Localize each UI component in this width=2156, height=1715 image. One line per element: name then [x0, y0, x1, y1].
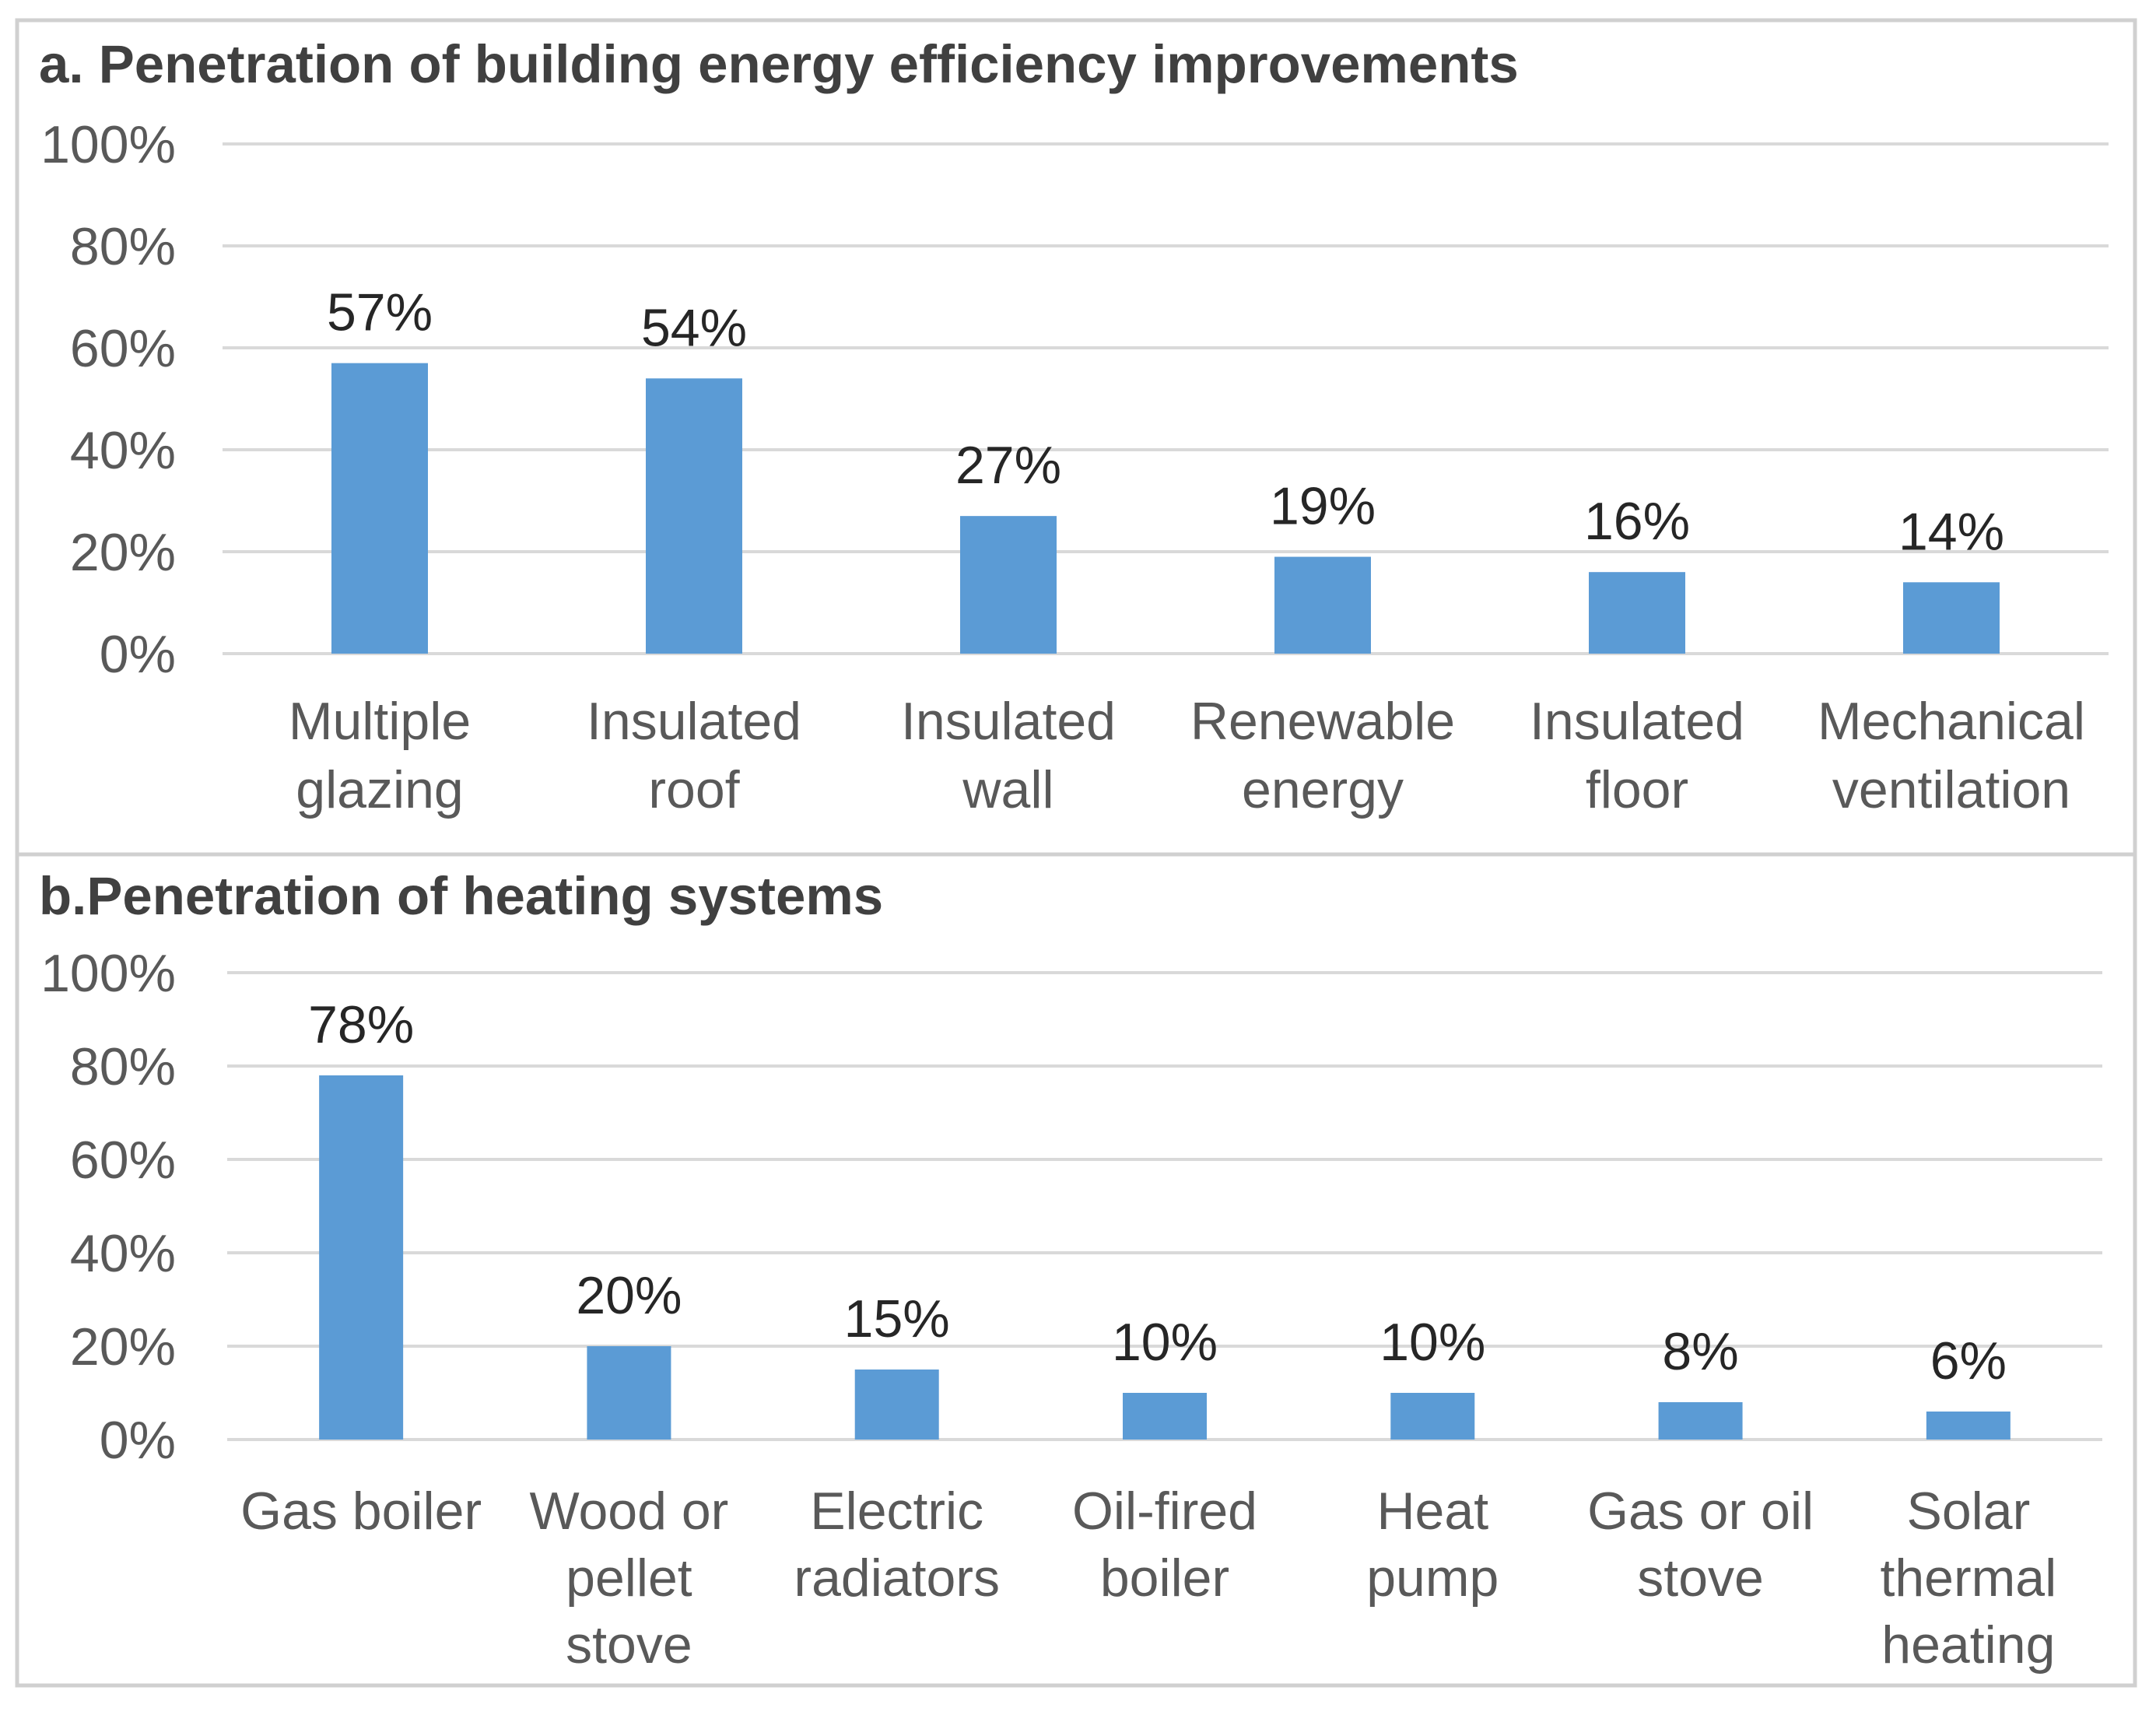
panel-a-yticks: 0% 20% 40% 60% 80% 100% [40, 115, 176, 684]
category-label-line: pellet [566, 1548, 692, 1608]
category-label-line: wall [962, 760, 1053, 819]
bar-data-label: 16% [1584, 492, 1690, 551]
bar-data-label: 19% [1270, 477, 1376, 536]
bar [319, 1075, 404, 1440]
category-label-line: Heat [1376, 1482, 1488, 1541]
category-label-line: Oil-fired [1072, 1482, 1257, 1541]
category-label: Oil-fired boiler [1072, 1482, 1257, 1608]
category-label-line: pump [1366, 1548, 1499, 1608]
bar [1390, 1393, 1475, 1440]
category-label-line: energy [1242, 760, 1404, 819]
category-label: Mechanical ventilation [1818, 692, 2085, 819]
bar-data-label: 20% [576, 1266, 682, 1325]
category-label-line: thermal [1880, 1548, 2056, 1608]
category-label-line: Insulated [901, 692, 1116, 751]
bar-data-label: 27% [955, 436, 1061, 495]
bar-data-label: 10% [1112, 1313, 1218, 1372]
category-label-line: stove [566, 1615, 692, 1675]
y-tick-label: 60% [70, 1131, 176, 1190]
category-label-line: stove [1637, 1548, 1764, 1608]
category-label-line: heating [1881, 1615, 2055, 1675]
y-tick-label: 80% [70, 1037, 176, 1096]
panel-b-bars [319, 1075, 2011, 1440]
bar [854, 1370, 939, 1440]
bar [1658, 1402, 1743, 1440]
category-label-line: Solar [1906, 1482, 2030, 1541]
y-tick-label: 40% [70, 1224, 176, 1283]
bar-data-label: 10% [1379, 1313, 1485, 1372]
bar-data-label: 6% [1930, 1331, 2007, 1391]
category-label-line: Insulated [587, 692, 801, 751]
bar [646, 378, 742, 654]
category-label-line: glazing [296, 760, 464, 819]
bar-data-label: 78% [308, 995, 414, 1054]
y-tick-label: 40% [70, 421, 176, 480]
y-tick-label: 20% [70, 523, 176, 582]
y-tick-label: 100% [40, 944, 176, 1003]
category-label: Gas or oil stove [1587, 1482, 1814, 1608]
y-tick-label: 0% [100, 625, 176, 684]
y-tick-label: 80% [70, 217, 176, 276]
category-label: Heat pump [1366, 1482, 1499, 1608]
category-label: Electric radiators [794, 1482, 1000, 1608]
panel-b-grid [227, 971, 2102, 1441]
panel-b-data-labels: 78% 20% 15% 10% 10% 8% 6% [308, 995, 2007, 1391]
category-label-line: radiators [794, 1548, 1000, 1608]
y-tick-label: 20% [70, 1317, 176, 1377]
bar [1589, 572, 1685, 654]
category-label-line: Wood or [530, 1482, 729, 1541]
category-label-line: Multiple [289, 692, 471, 751]
bar [1903, 582, 2000, 654]
panel-a-title: a. Penetration of building energy effici… [39, 34, 1519, 94]
category-label: Insulated floor [1530, 692, 1744, 819]
category-label-line: Renewable [1190, 692, 1455, 751]
panel-a-bars [331, 363, 2000, 654]
category-label-line: Mechanical [1818, 692, 2085, 751]
y-tick-label: 0% [100, 1411, 176, 1470]
bar-data-label: 8% [1662, 1322, 1738, 1381]
category-label-line: roof [648, 760, 739, 819]
bar [960, 516, 1057, 654]
bar [1123, 1393, 1207, 1440]
category-label-line: floor [1586, 760, 1688, 819]
bar [587, 1346, 671, 1440]
category-label: Insulated wall [901, 692, 1116, 819]
category-label-line: Electric [810, 1482, 983, 1541]
bar-data-label: 57% [327, 283, 433, 342]
panel-a-categories: Multiple glazing Insulated roof Insulated wal… [289, 692, 2085, 819]
category-label-line: boiler [1100, 1548, 1229, 1608]
bar [1926, 1412, 2011, 1440]
bar-data-label: 15% [844, 1289, 950, 1349]
category-label: Solar thermal heating [1880, 1482, 2056, 1675]
category-label: Renewable energy [1190, 692, 1455, 819]
bar [331, 363, 428, 654]
panel-a: a. Penetration of building energy effici… [39, 34, 2109, 819]
y-tick-label: 60% [70, 319, 176, 378]
category-label: Wood or pellet stove [530, 1482, 729, 1675]
category-label-line: Gas boiler [240, 1482, 482, 1541]
category-label-line: Insulated [1530, 692, 1744, 751]
category-label: Insulated roof [587, 692, 801, 819]
panel-b-categories: Gas boiler Wood or pellet stove Electric radi… [240, 1482, 2056, 1675]
bar-data-label: 54% [641, 298, 747, 357]
panel-b-yticks: 0% 20% 40% 60% 80% 100% [40, 944, 176, 1470]
category-label-line: Gas or oil [1587, 1482, 1814, 1541]
panel-b: b.Penetration of heating systems 0% 20% 40… [39, 866, 2102, 1675]
category-label: Gas boiler [240, 1482, 482, 1541]
y-tick-label: 100% [40, 115, 176, 174]
panel-a-data-labels: 57% 54% 27% 19% 16% 14% [327, 283, 2004, 562]
bar-data-label: 14% [1898, 502, 2004, 561]
category-label-line: ventilation [1832, 760, 2070, 819]
panel-a-grid [223, 142, 2109, 655]
panel-b-title: b.Penetration of heating systems [39, 866, 883, 926]
bar [1274, 556, 1371, 654]
category-label: Multiple glazing [289, 692, 471, 819]
